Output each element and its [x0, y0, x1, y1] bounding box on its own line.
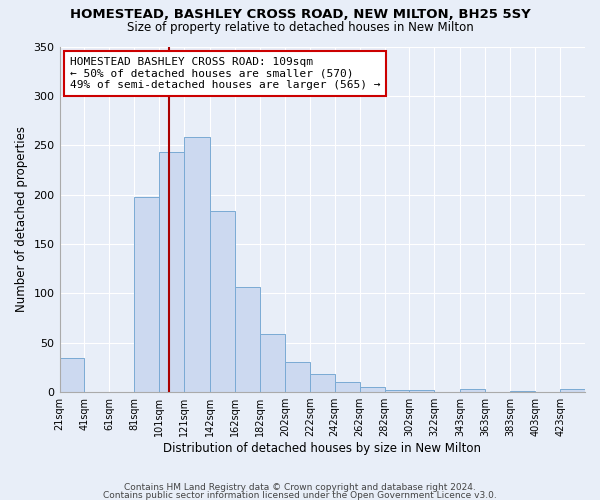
Bar	[285, 362, 310, 392]
Bar	[385, 390, 409, 392]
Text: Contains HM Land Registry data © Crown copyright and database right 2024.: Contains HM Land Registry data © Crown c…	[124, 484, 476, 492]
Bar	[560, 389, 585, 392]
Bar	[310, 374, 335, 392]
Bar	[409, 390, 434, 392]
Bar	[184, 138, 210, 392]
X-axis label: Distribution of detached houses by size in New Milton: Distribution of detached houses by size …	[163, 442, 481, 455]
Bar	[260, 334, 285, 392]
Bar	[235, 288, 260, 392]
Bar	[134, 196, 159, 392]
Text: Size of property relative to detached houses in New Milton: Size of property relative to detached ho…	[127, 21, 473, 34]
Text: Contains public sector information licensed under the Open Government Licence v3: Contains public sector information licen…	[103, 490, 497, 500]
Text: HOMESTEAD BASHLEY CROSS ROAD: 109sqm
← 50% of detached houses are smaller (570)
: HOMESTEAD BASHLEY CROSS ROAD: 109sqm ← 5…	[70, 57, 380, 90]
Bar	[159, 152, 184, 392]
Bar	[460, 389, 485, 392]
Bar	[335, 382, 359, 392]
Text: HOMESTEAD, BASHLEY CROSS ROAD, NEW MILTON, BH25 5SY: HOMESTEAD, BASHLEY CROSS ROAD, NEW MILTO…	[70, 8, 530, 20]
Bar	[510, 391, 535, 392]
Y-axis label: Number of detached properties: Number of detached properties	[15, 126, 28, 312]
Bar	[359, 387, 385, 392]
Bar	[210, 212, 235, 392]
Bar	[59, 358, 85, 392]
